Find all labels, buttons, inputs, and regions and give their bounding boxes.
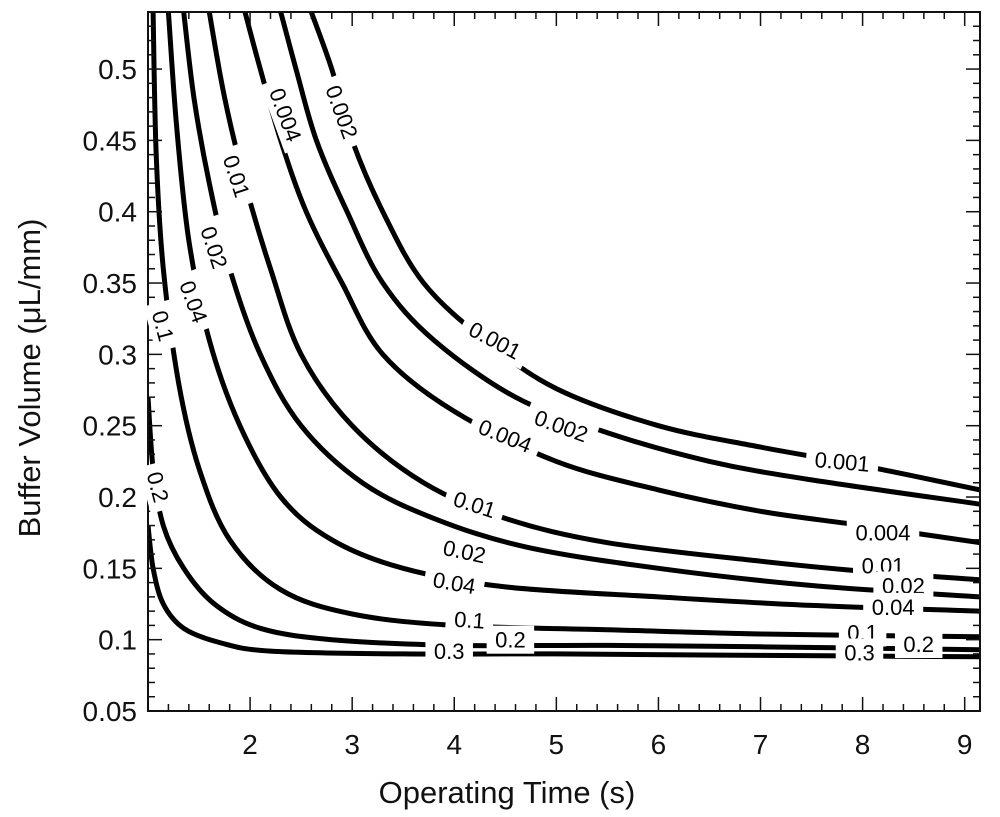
y-tick-label: 0.05 bbox=[83, 696, 138, 727]
contour-label: 0.004 bbox=[260, 75, 312, 154]
y-tick-label: 0.25 bbox=[83, 411, 138, 442]
contour-label-text: 0.02 bbox=[441, 535, 488, 568]
contour-label-text: 0.001 bbox=[465, 317, 525, 365]
contour-label-bg bbox=[422, 563, 487, 602]
contour-label: 0.001 bbox=[456, 310, 534, 370]
contour-label-bg bbox=[835, 638, 884, 667]
contour-label-bg bbox=[143, 299, 183, 353]
x-tick-label: 8 bbox=[855, 729, 871, 760]
contour-label-bg bbox=[846, 518, 920, 547]
contour-label-bg bbox=[804, 444, 880, 479]
contour-label-bg bbox=[432, 531, 497, 572]
contour-label: 0.001 bbox=[804, 444, 880, 479]
y-tick-label: 0.45 bbox=[83, 125, 138, 156]
contour-label-text: 0.02 bbox=[195, 223, 232, 271]
x-tick-label: 3 bbox=[344, 729, 360, 760]
y-tick-label: 0.5 bbox=[98, 54, 137, 85]
contour-labels: 0.0010.0010.0020.0020.0040.0040.0040.010… bbox=[138, 73, 943, 667]
contour-label: 0.04 bbox=[863, 592, 924, 621]
y-axis-label: Buffer Volume (μL/mm) bbox=[12, 219, 47, 538]
contour-label-bg bbox=[170, 268, 218, 335]
contour-label-text: 0.004 bbox=[855, 521, 910, 546]
contour-label-bg bbox=[425, 637, 473, 666]
contour-line-0.04 bbox=[165, 12, 980, 614]
contour-label: 0.3 bbox=[425, 637, 473, 666]
contour-line-0.02 bbox=[181, 12, 980, 600]
contour-label: 0.02 bbox=[191, 214, 237, 281]
contour-label: 0.1 bbox=[444, 604, 495, 636]
contour-label-text: 0.2 bbox=[903, 632, 934, 657]
contour-label-text: 0.01 bbox=[218, 152, 255, 200]
contour-line-0.2 bbox=[148, 397, 980, 653]
contour-label-text: 0.2 bbox=[495, 628, 526, 653]
contour-label-bg bbox=[466, 409, 545, 463]
y-tick-label: 0.3 bbox=[98, 339, 137, 370]
contour-label: 0.002 bbox=[316, 73, 368, 151]
contour-label: 0.01 bbox=[441, 481, 508, 527]
contour-label: 0.02 bbox=[432, 531, 497, 572]
y-tick-label: 0.1 bbox=[98, 625, 137, 656]
contour-label: 0.2 bbox=[138, 460, 178, 514]
contour-label-text: 0.3 bbox=[434, 639, 465, 664]
contour-label-bg bbox=[138, 460, 178, 514]
y-tick-label: 0.4 bbox=[98, 197, 137, 228]
contour-label: 0.2 bbox=[894, 630, 943, 658]
contour-label-bg bbox=[444, 604, 495, 636]
x-tick-label: 4 bbox=[446, 729, 462, 760]
contour-label-bg bbox=[486, 625, 535, 654]
x-tick-label: 5 bbox=[549, 729, 565, 760]
contour-label-bg bbox=[214, 143, 260, 209]
contour-label: 0.004 bbox=[846, 518, 920, 547]
contour-label-text: 0.01 bbox=[450, 486, 498, 523]
y-tick-label: 0.35 bbox=[83, 268, 138, 299]
contour-label: 0.3 bbox=[835, 638, 884, 667]
x-axis-label: Operating Time (s) bbox=[379, 775, 636, 810]
x-tick-label: 9 bbox=[957, 729, 973, 760]
contour-label: 0.2 bbox=[486, 625, 535, 654]
contour-line-0.1 bbox=[150, 12, 980, 640]
contour-label-bg bbox=[863, 592, 924, 621]
contour-label-text: 0.3 bbox=[844, 641, 875, 666]
x-tick-label: 7 bbox=[753, 729, 769, 760]
contour-label: 0.04 bbox=[422, 563, 487, 602]
contour-line-0.001 bbox=[308, 12, 980, 493]
x-tick-label: 2 bbox=[242, 729, 258, 760]
contour-label-bg bbox=[316, 73, 368, 151]
contour-label-text: 0.04 bbox=[872, 595, 915, 620]
contour-label: 0.1 bbox=[143, 299, 183, 353]
contour-label-bg bbox=[191, 214, 237, 281]
contour-label: 0.01 bbox=[214, 143, 260, 209]
contour-line-0.3 bbox=[148, 525, 980, 660]
contour-label-text: 0.1 bbox=[453, 607, 485, 634]
contour-label-bg bbox=[260, 75, 312, 154]
x-tick-label: 6 bbox=[651, 729, 667, 760]
contour-label-bg bbox=[522, 400, 601, 452]
y-tick-label: 0.15 bbox=[83, 553, 138, 584]
contour-label-text: 0.001 bbox=[814, 447, 871, 477]
contour-line-0.002 bbox=[278, 12, 980, 507]
plot-frame bbox=[147, 11, 981, 712]
y-tick-label: 0.2 bbox=[98, 482, 137, 513]
contour-label-bg bbox=[894, 630, 943, 658]
contour-label-bg bbox=[441, 481, 508, 527]
contour-label-bg bbox=[456, 310, 534, 370]
